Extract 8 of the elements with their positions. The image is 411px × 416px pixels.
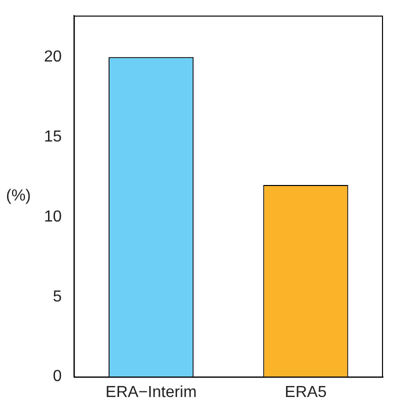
y-axis-title: (%) xyxy=(6,188,31,205)
x-tick-label: ERA−Interim xyxy=(106,384,197,401)
y-tick-label: 5 xyxy=(52,288,62,306)
y-tick-label: 0 xyxy=(52,368,62,386)
y-tick-label: 20 xyxy=(44,48,62,66)
x-tick-label: ERA5 xyxy=(284,384,327,401)
y-tick-label: 15 xyxy=(44,128,62,146)
y-tick-label: 10 xyxy=(44,208,62,226)
